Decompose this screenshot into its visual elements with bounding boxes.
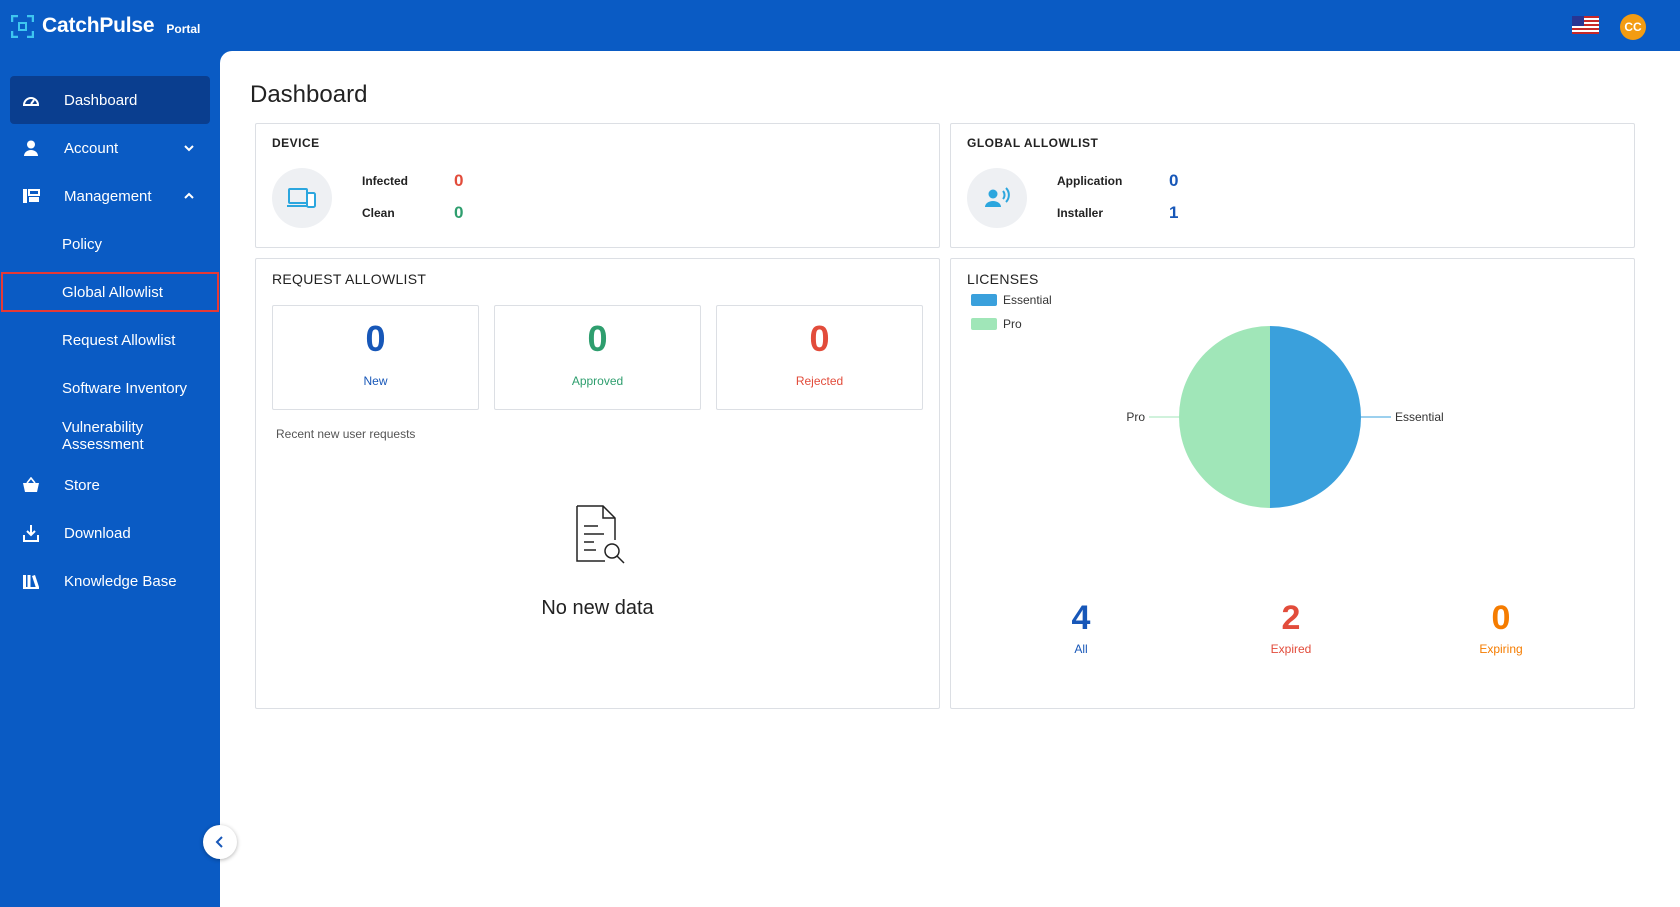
licenses-card: LICENSES Essential Pro Essential Pro 4 Al… — [950, 258, 1635, 709]
sidebar-item-label: Management — [64, 187, 152, 205]
chevron-up-icon — [184, 192, 194, 199]
sidebar-item-dashboard[interactable]: Dashboard — [10, 76, 210, 124]
installer-label: Installer — [1057, 206, 1104, 220]
request-new-count: 0 — [365, 318, 386, 359]
request-new-label: New — [363, 374, 388, 388]
user-voice-icon — [967, 168, 1027, 228]
legend-swatch — [971, 318, 997, 330]
user-icon — [22, 139, 40, 157]
request-approved-count: 0 — [587, 318, 608, 359]
sidebar-item-label: Account — [64, 139, 119, 157]
legend-label: Pro — [1003, 317, 1022, 331]
application-value[interactable]: 0 — [1169, 171, 1179, 190]
card-title: GLOBAL ALLOWLIST — [967, 136, 1099, 150]
sidebar-item-label: Download — [64, 524, 131, 542]
sidebar-item-management[interactable]: Management — [10, 172, 210, 220]
clean-value[interactable]: 0 — [454, 203, 464, 222]
installer-value[interactable]: 1 — [1169, 203, 1179, 222]
sidebar-item-label: Store — [64, 476, 100, 494]
application-label: Application — [1057, 174, 1123, 188]
licenses-pie-chart: Essential Pro — [1126, 326, 1444, 508]
request-approved-box[interactable]: 0 Approved — [494, 305, 701, 410]
pie-label-pro: Pro — [1126, 410, 1145, 424]
card-title: LICENSES — [967, 271, 1039, 287]
clean-label: Clean — [362, 206, 395, 220]
pie-label-essential: Essential — [1395, 410, 1444, 424]
legend-swatch — [971, 294, 997, 306]
chevron-left-icon — [215, 836, 223, 848]
licenses-all-count: 4 — [1071, 599, 1091, 637]
card-title: DEVICE — [272, 136, 320, 150]
sidebar-subitem-global-allowlist[interactable]: Global Allowlist — [1, 272, 219, 312]
legend-label: Essential — [1003, 293, 1052, 307]
device-card: DEVICE Infected 0 Clean 0 — [255, 123, 940, 248]
licenses-all-label: All — [1074, 642, 1088, 656]
chevron-down-icon — [184, 145, 194, 152]
books-icon — [22, 572, 40, 590]
legend-pro[interactable]: Pro — [971, 317, 1022, 331]
user-avatar[interactable]: CC — [1620, 14, 1646, 40]
infected-label: Infected — [362, 174, 409, 188]
no-data-message: No new data — [541, 597, 654, 619]
global-allowlist-card: GLOBAL ALLOWLIST Application 0 Installer… — [950, 123, 1635, 248]
sidebar-item-knowledge-base[interactable]: Knowledge Base — [10, 557, 210, 605]
licenses-expiring-label: Expiring — [1479, 642, 1523, 656]
brand-name: CatchPulse — [42, 14, 155, 37]
sidebar-item-label: Knowledge Base — [64, 572, 177, 590]
licenses-expired-count: 2 — [1281, 599, 1301, 637]
licenses-expiring-stat[interactable]: 0 Expiring — [1451, 599, 1551, 656]
brand-logo-icon — [11, 14, 34, 38]
dashboard-icon — [22, 91, 40, 109]
pie-slice-pro[interactable] — [1179, 326, 1270, 508]
sidebar-subitem-vulnerability-assessment[interactable]: Vulnerability Assessment — [62, 419, 144, 453]
pie-slice-essential[interactable] — [1270, 326, 1361, 508]
brand-subtitle: Portal — [166, 21, 201, 36]
sidebar-item-label: Dashboard — [64, 91, 138, 109]
recent-requests-label: Recent new user requests — [276, 427, 416, 441]
document-search-icon — [576, 505, 625, 564]
licenses-all-stat[interactable]: 4 All — [1031, 599, 1131, 656]
basket-icon — [22, 476, 40, 494]
infected-value[interactable]: 0 — [454, 171, 464, 190]
management-icon — [22, 187, 40, 205]
sidebar-item-download[interactable]: Download — [10, 509, 210, 557]
sidebar-collapse-button[interactable] — [203, 825, 237, 859]
request-rejected-count: 0 — [809, 318, 830, 359]
download-icon — [22, 524, 40, 542]
page-title: Dashboard — [250, 81, 368, 108]
main-content: Dashboard DEVICE Infected 0 Clean 0 GLOB… — [220, 51, 1680, 907]
sidebar-subitem-request-allowlist[interactable]: Request Allowlist — [62, 331, 176, 349]
request-allowlist-card: REQUEST ALLOWLIST 0 New 0 Approved 0 Rej… — [255, 258, 940, 709]
request-new-box[interactable]: 0 New — [272, 305, 479, 410]
request-rejected-box[interactable]: 0 Rejected — [716, 305, 923, 410]
legend-essential[interactable]: Essential — [971, 293, 1052, 307]
brand-logo[interactable]: CatchPulse Portal — [11, 14, 200, 38]
sidebar-subitem-software-inventory[interactable]: Software Inventory — [62, 379, 188, 397]
licenses-expired-stat[interactable]: 2 Expired — [1241, 599, 1341, 656]
sidebar-subitem-policy[interactable]: Policy — [62, 235, 103, 253]
licenses-expiring-count: 0 — [1491, 599, 1511, 637]
request-rejected-label: Rejected — [795, 374, 844, 388]
top-bar: CatchPulse Portal CC — [0, 0, 1680, 51]
sidebar: Dashboard Account Management Policy Glob… — [0, 51, 220, 907]
devices-icon — [272, 168, 332, 228]
sidebar-item-account[interactable]: Account — [10, 124, 210, 172]
licenses-expired-label: Expired — [1270, 642, 1312, 656]
sidebar-item-store[interactable]: Store — [10, 461, 210, 509]
request-approved-label: Approved — [571, 374, 624, 388]
us-flag-icon[interactable] — [1572, 16, 1599, 34]
card-title: REQUEST ALLOWLIST — [272, 271, 427, 287]
